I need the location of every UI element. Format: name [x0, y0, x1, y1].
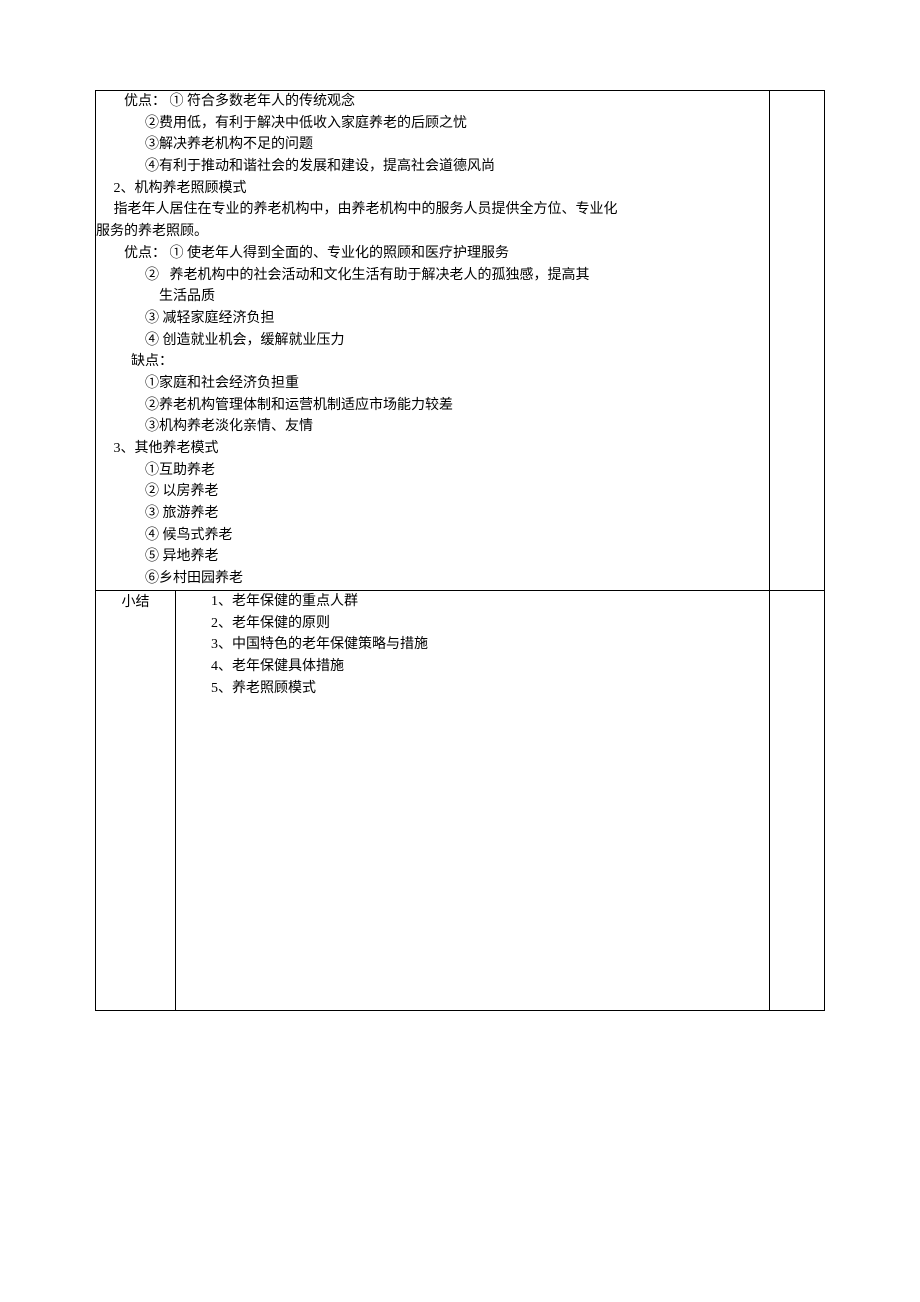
- text-line: ② 养老机构中的社会活动和文化生活有助于解决老人的孤独感，提高其: [96, 265, 769, 287]
- text-line: ④ 候鸟式养老: [96, 525, 769, 547]
- text-line: 优点： ① 符合多数老年人的传统观念: [96, 91, 769, 113]
- text-line: 4、老年保健具体措施: [176, 656, 769, 678]
- summary-row: 小结 1、老年保健的重点人群 2、老年保健的原则 3、中国特色的老年保健策略与措…: [96, 590, 825, 1010]
- right-margin-cell-1: [770, 91, 825, 591]
- text-line: ②养老机构管理体制和运营机制适应市场能力较差: [96, 395, 769, 417]
- text-line: ④ 创造就业机会，缓解就业压力: [96, 330, 769, 352]
- document-table: 优点： ① 符合多数老年人的传统观念 ②费用低，有利于解决中低收入家庭养老的后顾…: [95, 90, 825, 1011]
- text-line: ③ 旅游养老: [96, 503, 769, 525]
- content-cell-1: 优点： ① 符合多数老年人的传统观念 ②费用低，有利于解决中低收入家庭养老的后顾…: [96, 91, 770, 591]
- text-line: 指老年人居住在专业的养老机构中，由养老机构中的服务人员提供全方位、专业化: [96, 199, 769, 221]
- text-line: ③机构养老淡化亲情、友情: [96, 416, 769, 438]
- text-line: 2、机构养老照顾模式: [96, 178, 769, 200]
- summary-content-cell: 1、老年保健的重点人群 2、老年保健的原则 3、中国特色的老年保健策略与措施 4…: [176, 590, 770, 1010]
- text-line: ③解决养老机构不足的问题: [96, 134, 769, 156]
- text-line: 3、其他养老模式: [96, 438, 769, 460]
- text-line: 生活品质: [96, 286, 769, 308]
- text-line: 缺点：: [96, 351, 769, 373]
- text-line: 2、老年保健的原则: [176, 613, 769, 635]
- text-line: ①互助养老: [96, 460, 769, 482]
- text-line: 5、养老照顾模式: [176, 678, 769, 700]
- text-line: ⑤ 异地养老: [96, 546, 769, 568]
- content-row-1: 优点： ① 符合多数老年人的传统观念 ②费用低，有利于解决中低收入家庭养老的后顾…: [96, 91, 825, 591]
- text-line: ⑥乡村田园养老: [96, 568, 769, 590]
- summary-label-cell: 小结: [96, 590, 176, 1010]
- text-line: 3、中国特色的老年保健策略与措施: [176, 634, 769, 656]
- text-line: ③ 减轻家庭经济负担: [96, 308, 769, 330]
- text-line: ②费用低，有利于解决中低收入家庭养老的后顾之忧: [96, 113, 769, 135]
- text-line: ①家庭和社会经济负担重: [96, 373, 769, 395]
- text-line: ② 以房养老: [96, 481, 769, 503]
- text-line: 服务的养老照顾。: [96, 221, 769, 243]
- right-margin-cell-2: [770, 590, 825, 1010]
- summary-label: 小结: [122, 595, 150, 610]
- text-line: ④有利于推动和谐社会的发展和建设，提高社会道德风尚: [96, 156, 769, 178]
- text-line: 优点： ① 使老年人得到全面的、专业化的照顾和医疗护理服务: [96, 243, 769, 265]
- text-line: 1、老年保健的重点人群: [176, 591, 769, 613]
